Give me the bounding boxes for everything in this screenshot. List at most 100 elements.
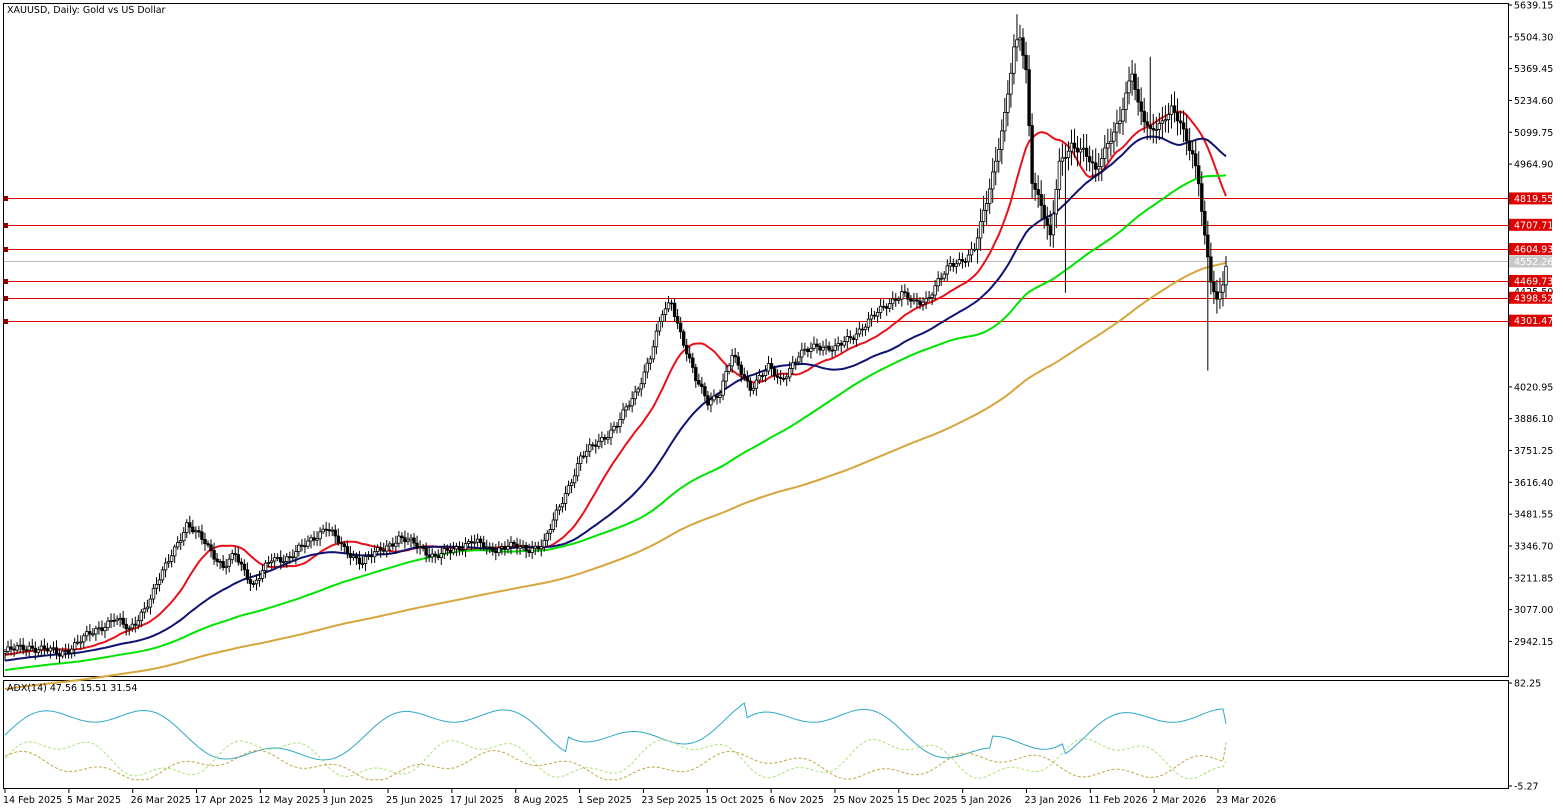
candle-body bbox=[933, 285, 937, 296]
candle-body bbox=[97, 627, 101, 630]
x-tick-label: 5 Mar 2025 bbox=[67, 795, 121, 806]
candle-body bbox=[60, 650, 65, 657]
level-tag-0-bg bbox=[1509, 192, 1552, 205]
level-marker-3 bbox=[3, 279, 8, 284]
level-tag-5: 4301.47 bbox=[1514, 316, 1553, 327]
candle-body bbox=[218, 561, 222, 563]
candle-body bbox=[209, 544, 213, 551]
candle-body bbox=[863, 326, 868, 331]
candle-body bbox=[981, 209, 986, 223]
y-tick-label: 5504.30 bbox=[1514, 32, 1553, 43]
candle-body bbox=[903, 291, 907, 294]
candle-body bbox=[488, 546, 492, 549]
candle-body bbox=[27, 645, 31, 651]
candle-body bbox=[1209, 256, 1213, 283]
candle-body bbox=[685, 344, 689, 355]
candle-body bbox=[1172, 105, 1177, 113]
candle-body bbox=[1075, 147, 1080, 153]
candle-body bbox=[318, 531, 322, 540]
candle-body bbox=[860, 328, 865, 331]
candle-body bbox=[572, 475, 577, 484]
candle-body bbox=[800, 349, 804, 358]
candle-body bbox=[194, 530, 198, 533]
candle-body bbox=[136, 620, 140, 626]
candle-body bbox=[1021, 37, 1025, 56]
candle-body bbox=[1084, 147, 1089, 157]
candle-body bbox=[636, 388, 640, 393]
candle-body bbox=[1133, 73, 1137, 90]
candle-body bbox=[575, 463, 580, 477]
candle-body bbox=[672, 302, 677, 317]
candle-body bbox=[582, 455, 586, 458]
candle-body bbox=[130, 623, 134, 629]
candle-body bbox=[1151, 128, 1155, 131]
adx-tick-label: 82.25 bbox=[1514, 679, 1541, 690]
candle-body bbox=[357, 557, 362, 565]
candle-body bbox=[1157, 122, 1161, 130]
x-tick-label: 25 Jun 2025 bbox=[386, 795, 443, 806]
candle-body bbox=[115, 618, 119, 622]
candle-body bbox=[154, 584, 159, 589]
candle-body bbox=[469, 541, 474, 544]
candle-body bbox=[1224, 265, 1228, 286]
candle-body bbox=[460, 549, 465, 551]
candle-body bbox=[260, 570, 265, 579]
candle-body bbox=[627, 405, 631, 408]
candle-body bbox=[1012, 46, 1016, 74]
candle-body bbox=[118, 617, 122, 620]
y-tick-label: 3077.00 bbox=[1514, 605, 1553, 616]
candle-body bbox=[782, 377, 786, 380]
candle-body bbox=[827, 345, 831, 351]
candle-body bbox=[1009, 72, 1013, 95]
candle-body bbox=[375, 547, 380, 552]
candle-body bbox=[330, 529, 334, 532]
candle-body bbox=[960, 259, 965, 262]
candle-body bbox=[336, 535, 340, 544]
x-tick-label: 14 Feb 2025 bbox=[3, 795, 62, 806]
candle-body bbox=[342, 543, 346, 547]
candle-body bbox=[1081, 147, 1086, 150]
candle-body bbox=[1112, 131, 1116, 142]
candle-body bbox=[1218, 291, 1222, 300]
candle-body bbox=[757, 375, 762, 381]
level-tag-1-bg bbox=[1509, 218, 1552, 231]
candle-body bbox=[709, 399, 713, 406]
candle-body bbox=[109, 620, 113, 622]
y-tick-label: 2942.15 bbox=[1514, 637, 1553, 648]
candle-body bbox=[594, 444, 598, 447]
candle-body bbox=[760, 375, 765, 377]
y-tick-label: 3751.25 bbox=[1514, 446, 1553, 457]
level-marker-4 bbox=[3, 296, 8, 301]
candle-body bbox=[900, 291, 904, 300]
candle-body bbox=[263, 562, 268, 571]
candle-body bbox=[536, 545, 540, 550]
candle-body bbox=[651, 346, 656, 360]
candle-body bbox=[806, 348, 810, 353]
candle-body bbox=[842, 341, 846, 346]
candle-body bbox=[281, 561, 286, 564]
candle-body bbox=[18, 644, 22, 647]
candle-body bbox=[436, 555, 440, 559]
candle-body bbox=[866, 318, 871, 328]
candle-body bbox=[351, 555, 356, 559]
candle-body bbox=[433, 553, 437, 557]
candle-body bbox=[269, 560, 274, 564]
candle-body bbox=[82, 635, 86, 643]
candle-body bbox=[9, 646, 13, 650]
candle-body bbox=[291, 556, 295, 559]
candle-body bbox=[754, 379, 759, 389]
candle-body bbox=[830, 349, 834, 352]
candle-body bbox=[630, 398, 634, 407]
y-tick-label: 3616.40 bbox=[1514, 478, 1553, 489]
candle-body bbox=[857, 328, 862, 335]
candle-body bbox=[133, 623, 137, 626]
candle-body bbox=[615, 425, 619, 428]
candle-body bbox=[36, 649, 40, 653]
candle-body bbox=[524, 545, 528, 552]
candle-body bbox=[339, 542, 343, 545]
candle-body bbox=[406, 539, 410, 543]
candle-body bbox=[272, 557, 277, 562]
candle-body bbox=[312, 537, 316, 541]
x-tick-label: 3 Jun 2025 bbox=[322, 795, 373, 806]
candle-body bbox=[1127, 80, 1131, 94]
